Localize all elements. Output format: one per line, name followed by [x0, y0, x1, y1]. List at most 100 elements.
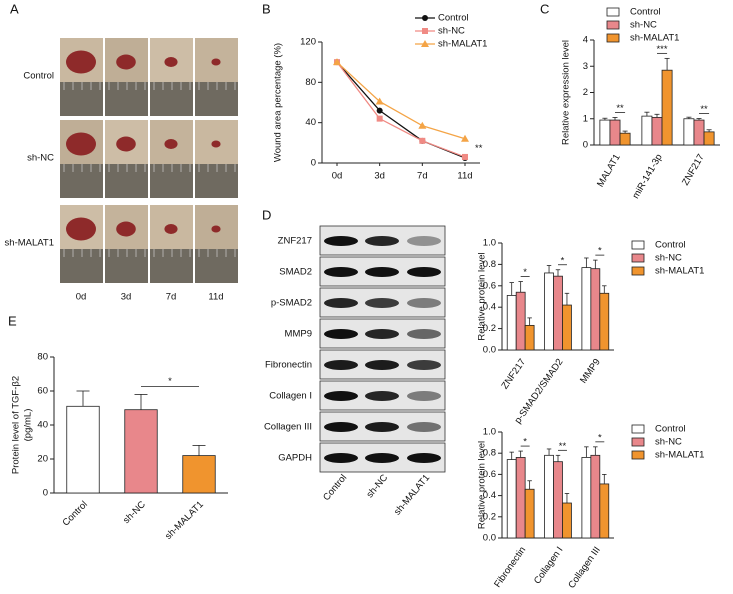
- legend-label: sh-MALAT1: [438, 39, 487, 50]
- significance: *: [598, 246, 602, 257]
- ruler: [150, 82, 193, 116]
- y-axis-label: Wound area percentage (%): [273, 43, 284, 162]
- legend-label: sh-NC: [655, 437, 682, 448]
- panel-label: D: [262, 207, 271, 222]
- x-tick-label: Collagen III: [566, 545, 603, 589]
- y-tick-label: 0.2: [483, 323, 496, 334]
- legend-swatch: [606, 33, 620, 43]
- legend-swatch: [606, 7, 620, 17]
- band: [324, 453, 358, 463]
- bar: [524, 488, 535, 539]
- band: [407, 453, 441, 463]
- marker: [462, 153, 468, 160]
- marker: [376, 115, 383, 122]
- wound: [164, 57, 178, 67]
- bar: [581, 457, 592, 539]
- y-tick-label: 120: [300, 37, 316, 48]
- band: [324, 391, 358, 401]
- bar: [599, 483, 610, 539]
- blot-label: Fibronectin: [265, 360, 312, 371]
- bar: [661, 69, 673, 146]
- marker: [376, 107, 383, 114]
- band: [324, 329, 358, 339]
- column-label: 7d: [166, 292, 177, 303]
- y-tick-label: 60: [37, 386, 48, 397]
- bar: [553, 461, 563, 539]
- x-tick-label: Control: [60, 499, 89, 528]
- x-tick-label: sh-MALAT1: [163, 499, 206, 542]
- x-tick-label: ZNF217: [680, 152, 707, 187]
- column-label: 3d: [121, 292, 132, 303]
- y-axis-label: Relative protein level: [477, 441, 488, 529]
- row-label: sh-NC: [27, 153, 54, 164]
- band: [365, 267, 399, 277]
- bar: [515, 457, 526, 539]
- bar: [703, 131, 715, 146]
- row-label: Control: [23, 71, 54, 82]
- ruler: [195, 82, 238, 116]
- panel-label: B: [262, 1, 271, 16]
- wound: [211, 58, 221, 66]
- bar: [581, 267, 592, 351]
- wound: [211, 225, 221, 233]
- y-tick-label: 40: [37, 420, 48, 431]
- ruler: [60, 249, 103, 283]
- legend-label: Control: [630, 7, 661, 18]
- marker: [418, 121, 427, 129]
- legend-marker: [421, 40, 429, 47]
- significance: *: [561, 255, 565, 266]
- legend-swatch: [631, 450, 645, 460]
- x-tick-label: sh-NC: [121, 499, 148, 526]
- band: [365, 360, 399, 370]
- band: [324, 236, 358, 246]
- y-tick-label: 0.8: [483, 259, 496, 270]
- bar: [506, 295, 517, 351]
- significance: *: [598, 432, 602, 443]
- legend-swatch: [631, 266, 645, 276]
- ruler: [150, 249, 193, 283]
- ruler: [105, 164, 148, 198]
- ruler: [195, 164, 238, 198]
- legend-swatch: [631, 253, 645, 263]
- legend-label: Control: [655, 240, 686, 251]
- y-tick-label: 0.8: [483, 448, 496, 459]
- x-tick-label: MALAT1: [595, 152, 623, 189]
- panel-label: E: [8, 313, 17, 328]
- panel-label: C: [540, 1, 549, 16]
- wound: [164, 224, 178, 234]
- bar: [524, 324, 535, 351]
- significance: **: [559, 441, 567, 452]
- legend-label: sh-MALAT1: [655, 266, 704, 277]
- legend-label: Control: [655, 424, 686, 435]
- y-tick-label: 0: [43, 488, 48, 499]
- column-label: 0d: [76, 292, 87, 303]
- band: [407, 360, 441, 370]
- band: [407, 391, 441, 401]
- bar: [66, 405, 100, 494]
- bar: [590, 454, 601, 539]
- y-tick-label: 1: [583, 113, 588, 124]
- marker: [375, 97, 384, 105]
- bar: [124, 409, 158, 494]
- y-axis-label: Protein level of TGF-β2: [11, 376, 22, 474]
- legend-swatch: [631, 437, 645, 447]
- y-axis-label: (pg/mL): [23, 409, 34, 442]
- y-tick-label: 0.2: [483, 511, 496, 522]
- y-tick-label: 2: [583, 87, 588, 98]
- x-tick-label: 0d: [332, 171, 343, 182]
- blot-label: Collagen III: [264, 422, 312, 433]
- legend-label: sh-MALAT1: [655, 450, 704, 461]
- bar: [641, 115, 653, 146]
- y-tick-label: 80: [37, 352, 48, 363]
- x-tick-label: Collagen I: [532, 545, 566, 586]
- lane-label: sh-NC: [364, 472, 390, 500]
- blot-label: ZNF217: [278, 236, 312, 247]
- band: [324, 267, 358, 277]
- lane-label: Control: [321, 472, 349, 503]
- bar: [506, 459, 517, 539]
- band: [365, 422, 399, 432]
- wound: [211, 140, 221, 148]
- y-tick-label: 1.0: [483, 427, 496, 438]
- y-tick-label: 1.0: [483, 238, 496, 249]
